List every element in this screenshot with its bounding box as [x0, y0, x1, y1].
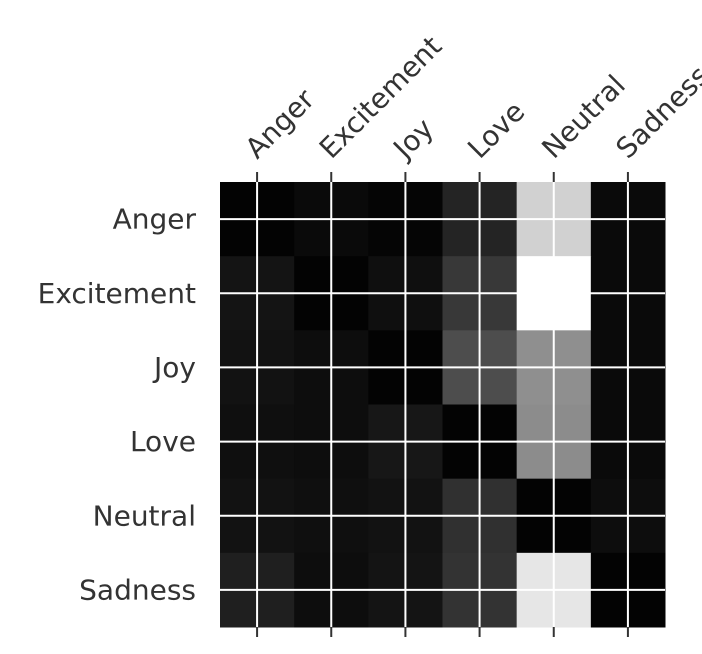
x-tick-label: Joy [386, 112, 440, 166]
y-tick-label: Neutral [93, 499, 196, 532]
y-tick-label: Joy [152, 351, 196, 384]
heatmap-ticks [256, 172, 629, 637]
y-tick-label: Sadness [79, 573, 196, 606]
x-tick-label: Anger [239, 82, 322, 165]
x-tick-label: Sadness [610, 59, 702, 165]
heatmap-grid [220, 182, 665, 627]
heatmap-cells [220, 182, 666, 628]
x-tick-label: Love [461, 95, 531, 165]
y-tick-label: Anger [113, 203, 197, 236]
y-tick-label: Excitement [38, 277, 196, 310]
y-tick-label: Love [130, 425, 196, 458]
